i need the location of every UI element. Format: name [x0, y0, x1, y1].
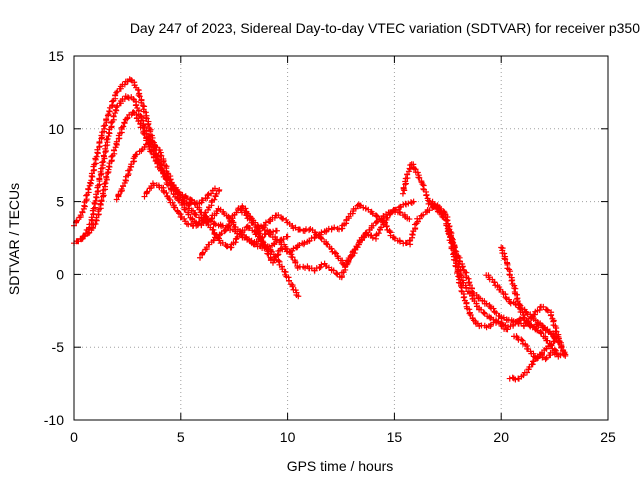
tick-labels: 0 5 10 15 20 25 -10 -5 0 5 10 15 — [44, 48, 616, 445]
plot-frame — [73, 55, 609, 421]
satellite-track-3-markers — [77, 109, 223, 242]
y-tick-label: 5 — [56, 194, 64, 210]
satellite-track-5-markers — [141, 180, 302, 300]
satellite-track-2-markers — [71, 93, 280, 247]
x-tick-label: 20 — [493, 429, 509, 445]
satellite-track-11-markers — [444, 225, 562, 342]
data-points — [71, 76, 569, 383]
satellite-track-3 — [77, 109, 223, 242]
x-tick-label: 15 — [387, 429, 403, 445]
satellite-track-6 — [197, 198, 417, 268]
chart-title: Day 247 of 2023, Sidereal Day-to-day VTE… — [130, 20, 640, 36]
satellite-track-2 — [71, 93, 280, 247]
satellite-track-6-markers — [197, 198, 417, 268]
x-tick-label: 5 — [177, 429, 185, 445]
satellite-track-8-markers — [252, 201, 447, 256]
satellite-track-4-markers — [113, 137, 291, 252]
x-axis-title: GPS time / hours — [287, 458, 394, 474]
satellite-track-5 — [141, 180, 302, 300]
y-tick-label: -5 — [52, 339, 65, 355]
y-tick-label: 10 — [48, 121, 64, 137]
satellite-track-15 — [511, 333, 567, 362]
y-axis-title: SDTVAR / TECUs — [6, 183, 22, 295]
satellite-track-4 — [113, 137, 291, 252]
x-tick-label: 0 — [70, 429, 78, 445]
y-tick-label: 15 — [48, 48, 64, 64]
satellite-track-15-markers — [511, 333, 567, 362]
y-tick-label: -10 — [44, 412, 64, 428]
x-tick-label: 25 — [600, 429, 616, 445]
satellite-track-8 — [252, 201, 447, 256]
grid-lines — [74, 56, 608, 420]
y-tick-label: 0 — [56, 266, 64, 282]
x-tick-label: 10 — [280, 429, 296, 445]
satellite-track-11 — [444, 225, 562, 342]
axis-ticks — [73, 55, 609, 421]
